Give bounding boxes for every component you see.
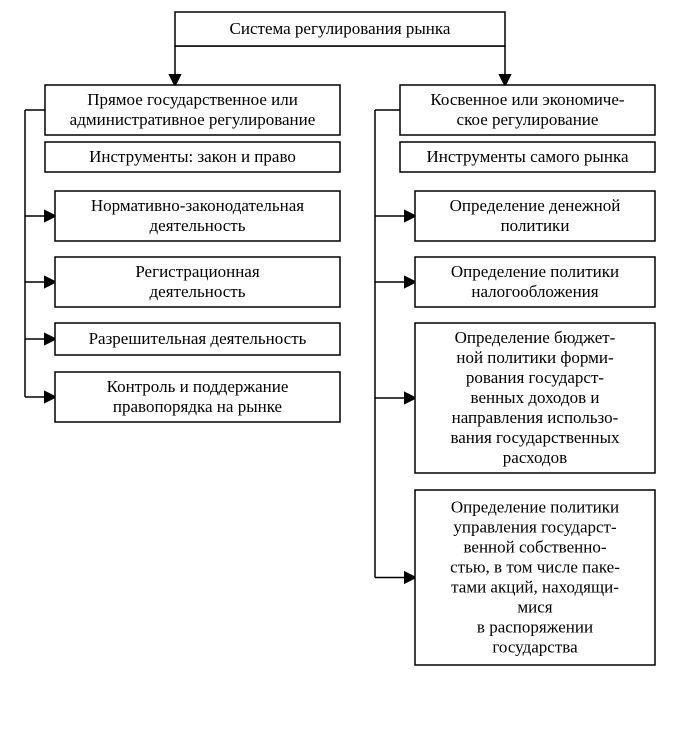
node-right_b1-line-1: политики [501, 216, 570, 235]
node-left_b3: Разрешительная деятельность [55, 323, 340, 355]
node-left_b2: Регистрационнаядеятельность [55, 257, 340, 307]
node-right_b3-line-2: рования государст- [466, 368, 605, 387]
node-left_b4: Контроль и поддержаниеправопорядка на ры… [55, 372, 340, 422]
node-right_b3-line-0: Определение бюджет- [455, 328, 616, 347]
node-left_b1: Нормативно-законодательнаядеятельность [55, 191, 340, 241]
node-right_b4-line-2: венной собственно- [463, 537, 606, 556]
node-left_h2-line-0: Инструменты: закон и право [89, 147, 296, 166]
node-right_b3-line-3: венных доходов и [471, 388, 600, 407]
node-left_b4-line-0: Контроль и поддержание [107, 377, 289, 396]
node-right_b4-line-0: Определение политики [451, 497, 619, 516]
node-right_b4-line-5: мися [517, 597, 552, 616]
node-right_b4-line-1: управления государст- [453, 517, 617, 536]
node-left_b2-line-0: Регистрационная [135, 262, 260, 281]
node-right_b3-line-1: ной политики форми- [456, 348, 614, 367]
node-right_h1-line-1: ское регулирование [457, 110, 599, 129]
node-right_b4-line-3: стью, в том числе паке- [450, 557, 620, 576]
node-right_h2-line-0: Инструменты самого рынка [426, 147, 628, 166]
node-right_h2: Инструменты самого рынка [400, 142, 655, 172]
node-right_b2-line-1: налогообложения [471, 282, 598, 301]
node-right_b3-line-4: направления использо- [452, 408, 619, 427]
node-left_h1: Прямое государственное илиадминистративн… [45, 85, 340, 135]
node-right_b2: Определение политикиналогообложения [415, 257, 655, 307]
node-right_b3: Определение бюджет-ной политики форми-ро… [415, 323, 655, 473]
node-root: Система регулирования рынка [175, 12, 505, 46]
node-right_b1-line-0: Определение денежной [450, 196, 621, 215]
node-left_b4-line-1: правопорядка на рынке [113, 397, 282, 416]
node-root-line-0: Система регулирования рынка [230, 19, 451, 38]
node-right_h1: Косвенное или экономиче-ское регулирован… [400, 85, 655, 135]
node-right_b3-line-6: расходов [503, 448, 567, 467]
node-left_b1-line-1: деятельность [150, 216, 246, 235]
node-right_b4-line-4: тами акций, находящи- [451, 577, 619, 596]
node-left_b3-line-0: Разрешительная деятельность [89, 329, 307, 348]
node-left_b1-line-0: Нормативно-законодательная [91, 196, 304, 215]
node-left_h2: Инструменты: закон и право [45, 142, 340, 172]
node-left_b2-line-1: деятельность [150, 282, 246, 301]
node-right_b4-line-7: государства [492, 637, 578, 656]
node-left_h1-line-1: административное регулирование [70, 110, 316, 129]
node-right_h1-line-0: Косвенное или экономиче- [430, 90, 624, 109]
node-right_b3-line-5: вания государственных [450, 428, 620, 447]
node-right_b4-line-6: в распоряжении [477, 617, 593, 636]
node-right_b4: Определение политикиуправления государст… [415, 490, 655, 665]
node-right_b1: Определение денежнойполитики [415, 191, 655, 241]
node-right_b2-line-0: Определение политики [451, 262, 619, 281]
node-left_h1-line-0: Прямое государственное или [87, 90, 298, 109]
